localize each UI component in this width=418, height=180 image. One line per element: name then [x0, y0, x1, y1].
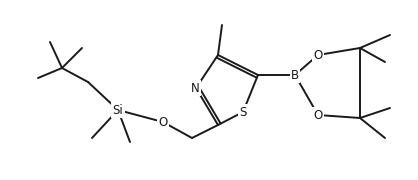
- Text: O: O: [314, 109, 323, 122]
- Text: S: S: [240, 105, 247, 118]
- Text: Si: Si: [112, 103, 123, 116]
- Text: O: O: [314, 48, 323, 62]
- Text: N: N: [191, 82, 199, 94]
- Text: B: B: [291, 69, 299, 82]
- Text: O: O: [158, 116, 168, 129]
